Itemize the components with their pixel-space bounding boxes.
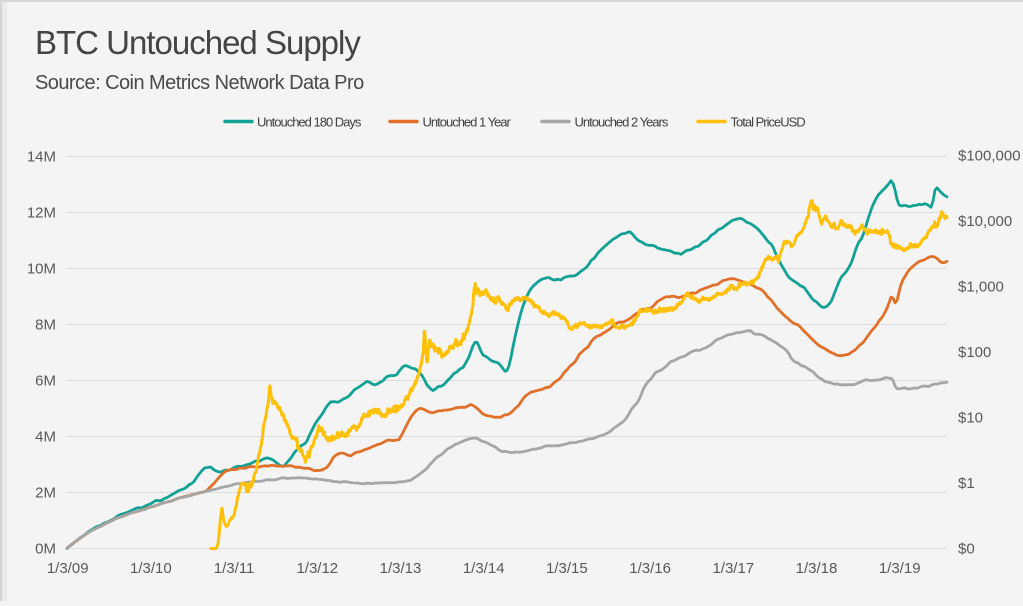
svg-text:Untouched 1 Year: Untouched 1 Year [423, 115, 512, 130]
svg-text:4M: 4M [35, 429, 56, 446]
svg-text:0M: 0M [35, 541, 56, 558]
svg-text:12M: 12M [27, 205, 56, 222]
svg-text:6M: 6M [35, 373, 56, 390]
svg-text:8M: 8M [35, 317, 56, 334]
svg-text:1/3/17: 1/3/17 [712, 560, 754, 577]
svg-text:14M: 14M [27, 149, 56, 166]
svg-text:$10,000: $10,000 [958, 213, 1012, 230]
svg-text:10M: 10M [27, 261, 56, 278]
svg-text:Untouched 180 Days: Untouched 180 Days [257, 115, 362, 130]
svg-text:2M: 2M [35, 485, 56, 502]
svg-text:$10: $10 [958, 410, 983, 427]
svg-text:$1: $1 [958, 475, 975, 492]
svg-text:1/3/11: 1/3/11 [214, 560, 255, 577]
svg-text:Untouched 2 Years: Untouched 2 Years [575, 115, 669, 130]
svg-text:1/3/14: 1/3/14 [463, 560, 505, 577]
svg-text:1/3/10: 1/3/10 [130, 560, 172, 577]
svg-text:1/3/12: 1/3/12 [296, 560, 338, 577]
svg-text:Total PriceUSD: Total PriceUSD [731, 115, 806, 130]
svg-text:$1,000: $1,000 [958, 279, 1004, 296]
svg-text:1/3/16: 1/3/16 [629, 560, 671, 577]
svg-text:$100: $100 [958, 344, 991, 361]
svg-text:1/3/18: 1/3/18 [796, 560, 838, 577]
svg-text:1/3/15: 1/3/15 [546, 560, 588, 577]
svg-text:1/3/19: 1/3/19 [879, 560, 921, 577]
svg-text:$100,000: $100,000 [958, 148, 1021, 165]
svg-text:1/3/13: 1/3/13 [380, 560, 422, 577]
svg-text:1/3/09: 1/3/09 [47, 560, 89, 577]
svg-text:$0: $0 [958, 541, 975, 558]
